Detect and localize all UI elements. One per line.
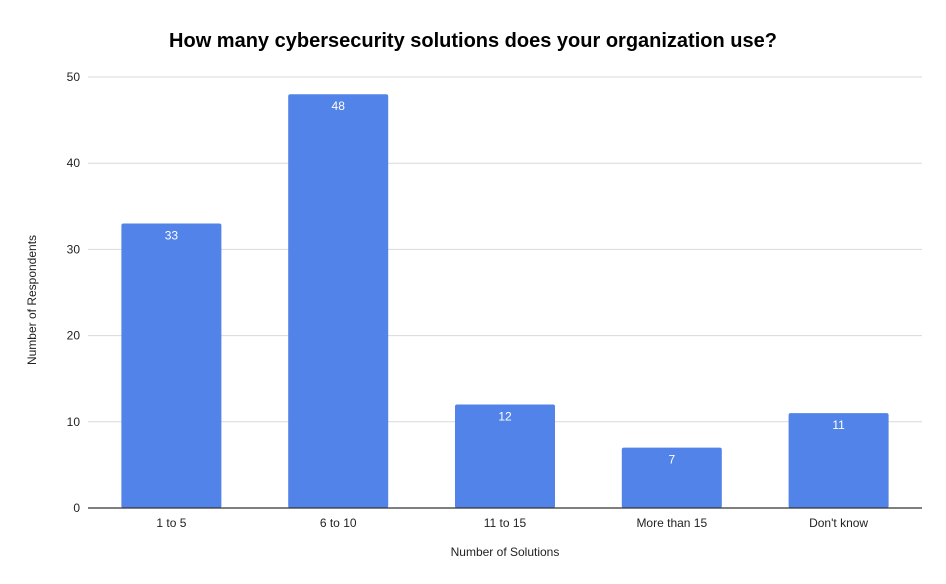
y-tick-label: 30 — [67, 242, 81, 256]
x-tick-label: 6 to 10 — [320, 516, 357, 530]
data-label: 12 — [498, 410, 512, 424]
data-label: 11 — [832, 418, 845, 432]
bar — [621, 447, 722, 508]
data-label: 48 — [332, 99, 346, 113]
x-tick-label: Don't know — [809, 516, 868, 530]
x-tick-label: More than 15 — [636, 516, 707, 530]
bar — [288, 94, 389, 509]
bar — [121, 223, 222, 509]
y-tick-label: 40 — [67, 156, 81, 170]
x-tick-label: 11 to 15 — [484, 516, 527, 530]
y-tick-label: 20 — [67, 329, 81, 343]
y-tick-label: 10 — [67, 415, 81, 429]
data-label: 33 — [165, 229, 179, 243]
bar — [788, 413, 889, 508]
x-axis-label: Number of Solutions — [450, 545, 560, 559]
bar — [455, 404, 555, 508]
chart-title: How many cybersecurity solutions does yo… — [169, 30, 777, 52]
data-label: 7 — [668, 453, 675, 467]
y-tick-label: 50 — [67, 70, 81, 84]
y-tick-label: 0 — [73, 501, 80, 515]
x-tick-label: 1 to 5 — [156, 516, 186, 530]
